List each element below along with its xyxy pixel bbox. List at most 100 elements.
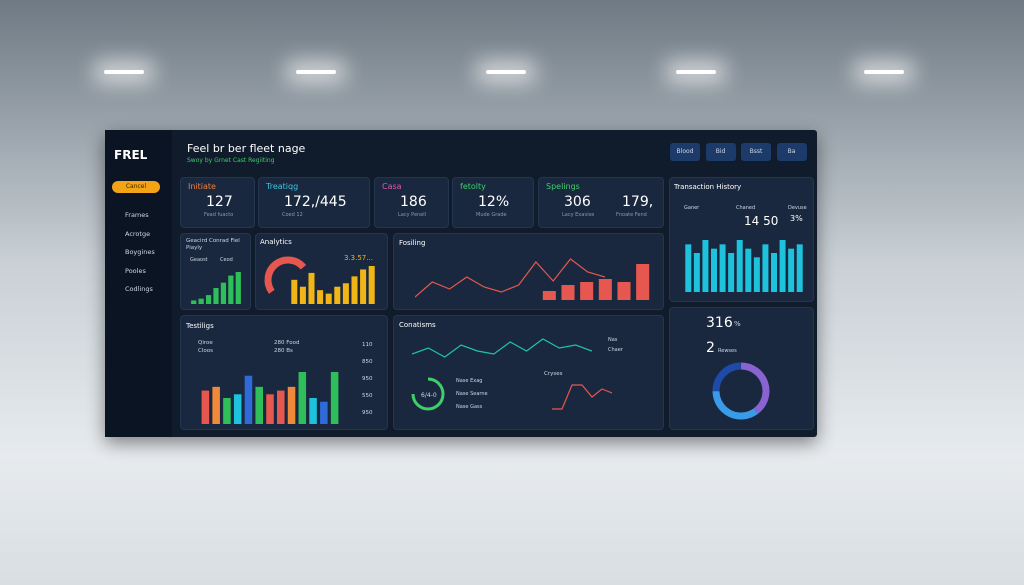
kpi-value: 186 xyxy=(400,194,427,210)
panel-title: Fosiling xyxy=(399,239,426,247)
bar xyxy=(702,240,709,292)
bar xyxy=(617,282,631,300)
list-item: Nase Exag xyxy=(456,378,483,384)
bar xyxy=(191,300,197,304)
bar xyxy=(796,244,803,292)
arc xyxy=(712,362,742,392)
bar xyxy=(685,244,692,292)
menu-item[interactable]: Codlings xyxy=(125,285,153,293)
chart xyxy=(685,240,803,292)
header-button[interactable]: Ba xyxy=(776,143,807,161)
legend-item: Ceod xyxy=(220,257,233,263)
bar xyxy=(598,279,612,300)
bar xyxy=(298,372,307,424)
bar xyxy=(753,257,760,292)
header-button[interactable]: Blood xyxy=(670,143,700,161)
legend-item: Geaost xyxy=(190,257,208,263)
bar xyxy=(233,394,242,424)
bar xyxy=(728,253,735,292)
arc xyxy=(264,256,307,294)
bar xyxy=(542,291,556,300)
chart xyxy=(411,377,445,411)
bar xyxy=(745,248,752,292)
bar xyxy=(368,266,375,304)
bar xyxy=(277,390,285,424)
bar xyxy=(788,248,795,292)
bar xyxy=(320,401,328,424)
kpi-card xyxy=(538,177,664,228)
bar xyxy=(213,288,219,304)
chart xyxy=(415,258,605,298)
bar xyxy=(719,244,726,292)
panel-title: Conatisms xyxy=(399,321,436,329)
kpi-caption: Coed 12 xyxy=(282,212,303,218)
list-item: Nase Searne xyxy=(456,391,488,397)
bar xyxy=(212,386,220,424)
panel-value: 14 50 xyxy=(744,214,779,228)
legend-item: 280 Food xyxy=(274,340,300,346)
bar xyxy=(736,240,743,292)
panel-value: 316 xyxy=(706,315,733,331)
bar xyxy=(762,244,769,292)
line xyxy=(415,258,605,298)
panel-title: Geacird Conrad Fiel Piayly xyxy=(186,238,240,251)
bar xyxy=(244,375,253,424)
kpi-card xyxy=(180,177,255,228)
header-button[interactable]: Bsst xyxy=(741,143,771,161)
bar xyxy=(255,386,263,424)
legend-item: Nas xyxy=(608,337,618,343)
bar xyxy=(205,295,212,304)
chart xyxy=(264,256,307,294)
bar xyxy=(771,253,777,292)
kpi-caption: Fead fuacto xyxy=(204,212,234,218)
kpi-label: Spelings xyxy=(546,182,580,191)
kpi-card xyxy=(374,177,449,228)
bar xyxy=(309,398,317,424)
chart xyxy=(542,264,650,300)
kpi-label: Treatiqg xyxy=(266,182,299,191)
bar xyxy=(220,282,227,304)
subtitle: Swoy by Grnet Cast Regiiting xyxy=(187,157,275,164)
bar xyxy=(351,276,358,304)
bar xyxy=(580,282,594,300)
panel-title: Testiligs xyxy=(186,322,214,330)
bar xyxy=(779,240,786,292)
panel-title: Cryses xyxy=(544,371,563,377)
bar xyxy=(308,272,315,304)
menu-item[interactable]: Frames xyxy=(125,211,149,219)
arc xyxy=(411,377,445,411)
bar xyxy=(693,253,700,292)
side-label: 550 xyxy=(362,393,373,399)
header-button[interactable]: Bid xyxy=(705,143,736,161)
menu-item[interactable]: Pooles xyxy=(125,266,146,275)
menu-item[interactable]: Boygines xyxy=(125,248,155,256)
side-label: 110 xyxy=(362,342,373,348)
legend-item: Cloos xyxy=(198,348,213,354)
bar xyxy=(342,283,349,304)
kpi-label: Initiate xyxy=(188,182,216,191)
gauge-center: 6/4-0 xyxy=(421,392,437,399)
arc xyxy=(712,390,758,420)
panel-caption: Rewses xyxy=(718,348,737,354)
bar xyxy=(201,390,210,424)
menu-item[interactable]: Acrotge xyxy=(125,229,151,238)
kpi-card xyxy=(258,177,370,228)
panel-unit: % xyxy=(734,320,741,328)
legend-item: Chaned xyxy=(736,205,756,211)
bar xyxy=(561,285,575,300)
lamp xyxy=(296,70,336,74)
lamp xyxy=(864,70,904,74)
bar xyxy=(228,275,234,304)
kpi-value: 12% xyxy=(478,194,510,210)
bar xyxy=(287,386,296,424)
chart xyxy=(201,372,339,424)
kpi-label: Casa xyxy=(382,182,402,191)
bar xyxy=(325,293,332,304)
panel-title: Analytics xyxy=(260,238,292,246)
cancel-button[interactable]: Cancel xyxy=(112,181,160,193)
bar xyxy=(291,279,298,304)
bar xyxy=(235,272,241,304)
kpi-card xyxy=(452,177,534,228)
bar xyxy=(360,269,367,304)
panel-value: 2 xyxy=(706,340,715,356)
